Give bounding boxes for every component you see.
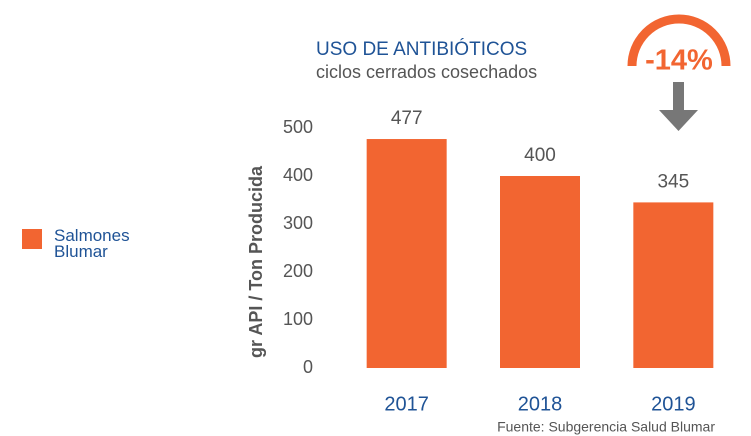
bar <box>500 176 580 368</box>
legend: Salmones Blumar <box>22 226 134 261</box>
legend-swatch <box>22 229 42 249</box>
x-tick-label: 2017 <box>384 393 429 415</box>
arc <box>627 14 731 67</box>
value-label: 477 <box>391 108 423 129</box>
y-tick-label: 500 <box>283 117 313 137</box>
annotation: -14% <box>645 45 713 77</box>
x-tick-label: 2019 <box>651 393 696 415</box>
y-tick-label: 400 <box>283 165 313 185</box>
y-tick-label: 200 <box>283 261 313 281</box>
bar <box>366 139 447 368</box>
y-tick-label: 0 <box>303 357 313 377</box>
y-axis-label: gr API / Ton Producida <box>246 165 266 358</box>
y-tick-label: 300 <box>283 213 313 233</box>
bar <box>633 202 714 368</box>
y-tick-label: 100 <box>283 309 313 329</box>
chart-subtitle: ciclos cerrados cosechados <box>316 62 537 82</box>
arrow-stem <box>673 82 684 110</box>
value-label: 400 <box>524 145 556 166</box>
chart-title: USO DE ANTIBIÓTICOS <box>316 38 527 60</box>
source: Fuente: Subgerencia Salud Blumar <box>497 419 715 435</box>
x-tick-label: 2018 <box>518 393 563 415</box>
legend-label: Salmones Blumar <box>54 226 130 261</box>
arrow-head <box>659 110 698 131</box>
value-label: 345 <box>657 171 689 192</box>
